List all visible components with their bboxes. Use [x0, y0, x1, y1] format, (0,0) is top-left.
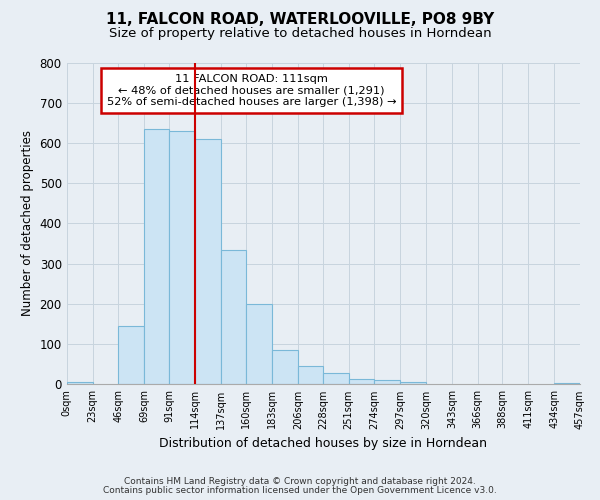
Bar [349, 379, 374, 384]
Text: Contains public sector information licensed under the Open Government Licence v3: Contains public sector information licen… [103, 486, 497, 495]
Y-axis label: Number of detached properties: Number of detached properties [21, 130, 34, 316]
Bar [118, 326, 144, 384]
Bar [247, 304, 272, 384]
Bar [554, 383, 580, 384]
Bar [67, 382, 92, 384]
Bar [400, 382, 426, 384]
Bar [323, 373, 349, 384]
X-axis label: Distribution of detached houses by size in Horndean: Distribution of detached houses by size … [160, 437, 487, 450]
Bar [221, 250, 247, 384]
Text: 11, FALCON ROAD, WATERLOOVILLE, PO8 9BY: 11, FALCON ROAD, WATERLOOVILLE, PO8 9BY [106, 12, 494, 28]
Bar [374, 380, 400, 384]
Bar [195, 139, 221, 384]
Bar [144, 129, 169, 384]
Text: Size of property relative to detached houses in Horndean: Size of property relative to detached ho… [109, 28, 491, 40]
Bar [298, 366, 323, 384]
Bar [272, 350, 298, 384]
Bar [169, 131, 195, 384]
Text: Contains HM Land Registry data © Crown copyright and database right 2024.: Contains HM Land Registry data © Crown c… [124, 477, 476, 486]
Text: 11 FALCON ROAD: 111sqm
← 48% of detached houses are smaller (1,291)
52% of semi-: 11 FALCON ROAD: 111sqm ← 48% of detached… [107, 74, 396, 107]
